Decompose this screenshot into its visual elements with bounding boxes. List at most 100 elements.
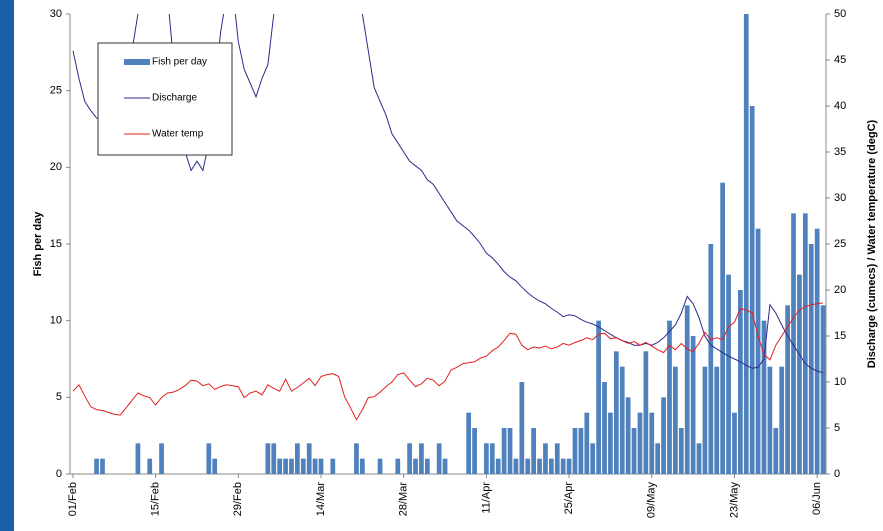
bar bbox=[507, 428, 513, 474]
y2-tick-label: 0 bbox=[834, 468, 840, 480]
bar bbox=[548, 458, 554, 474]
bar bbox=[489, 443, 495, 474]
legend-label: Fish per day bbox=[152, 57, 207, 68]
bar bbox=[554, 443, 560, 474]
bar bbox=[608, 412, 613, 474]
y2-tick-label: 10 bbox=[834, 376, 846, 388]
bar bbox=[619, 366, 625, 474]
legend-label: Water temp bbox=[152, 129, 204, 140]
bar bbox=[572, 428, 578, 474]
bar bbox=[761, 320, 767, 474]
bar bbox=[690, 336, 696, 474]
bar bbox=[661, 397, 666, 474]
bar bbox=[673, 366, 678, 474]
bar bbox=[566, 458, 572, 474]
bar bbox=[484, 443, 489, 474]
bar bbox=[649, 412, 655, 474]
bar bbox=[590, 443, 596, 474]
bar bbox=[708, 244, 714, 474]
bar bbox=[354, 443, 359, 474]
bar bbox=[767, 366, 773, 474]
y-tick-label: 25 bbox=[50, 85, 62, 97]
bar bbox=[135, 443, 141, 474]
bar bbox=[289, 458, 294, 474]
x-tick-label: 14/Mar bbox=[315, 482, 327, 517]
x-tick-label: 23/May bbox=[728, 482, 740, 519]
legend-swatch bbox=[124, 59, 150, 65]
bar bbox=[613, 351, 619, 474]
bar bbox=[820, 305, 826, 474]
bar bbox=[277, 458, 283, 474]
bar bbox=[472, 428, 477, 474]
bar bbox=[802, 213, 808, 475]
bar bbox=[560, 458, 566, 474]
bar bbox=[808, 244, 814, 474]
bar bbox=[519, 382, 525, 474]
line bbox=[72, 302, 824, 421]
bar bbox=[602, 382, 607, 474]
bar bbox=[206, 443, 212, 474]
bar bbox=[791, 213, 796, 475]
bar bbox=[625, 397, 631, 474]
bar bbox=[637, 412, 643, 474]
bar bbox=[330, 458, 336, 474]
y2-tick-label: 45 bbox=[834, 54, 846, 66]
bar bbox=[271, 443, 277, 474]
bar bbox=[318, 458, 324, 474]
bar bbox=[596, 320, 601, 474]
bar bbox=[300, 458, 306, 474]
bar bbox=[407, 443, 412, 474]
x-tick-label: 15/Feb bbox=[150, 482, 162, 516]
bar bbox=[147, 458, 153, 474]
bar bbox=[743, 14, 749, 474]
bar bbox=[578, 428, 584, 474]
y-tick-label: 20 bbox=[50, 161, 62, 173]
bar bbox=[655, 443, 661, 474]
y2-tick-label: 15 bbox=[834, 330, 846, 342]
bar bbox=[643, 351, 649, 474]
bar bbox=[212, 458, 218, 474]
y2-tick-label: 5 bbox=[834, 422, 840, 434]
y-tick-label: 15 bbox=[50, 238, 62, 250]
x-tick-label: 01/Feb bbox=[67, 482, 79, 516]
bar bbox=[537, 458, 542, 474]
bar bbox=[495, 458, 501, 474]
bar bbox=[466, 412, 472, 474]
bar bbox=[424, 458, 430, 474]
bar bbox=[696, 443, 702, 474]
bar bbox=[749, 106, 755, 474]
bar bbox=[584, 412, 590, 474]
legend-label: Discharge bbox=[152, 93, 197, 104]
bar bbox=[684, 305, 690, 474]
bar bbox=[631, 428, 637, 474]
bar bbox=[306, 443, 312, 474]
bar bbox=[737, 290, 743, 474]
y2-tick-label: 25 bbox=[834, 238, 846, 250]
bar bbox=[720, 182, 726, 474]
x-tick-label: 28/Mar bbox=[398, 482, 410, 517]
line bbox=[72, 14, 824, 374]
bar bbox=[359, 458, 365, 474]
y2-tick-label: 35 bbox=[834, 146, 846, 158]
bar bbox=[785, 305, 790, 474]
bar bbox=[513, 458, 519, 474]
y2-tick-label: 20 bbox=[834, 284, 846, 296]
bar bbox=[543, 443, 548, 474]
bar bbox=[726, 274, 731, 474]
bar bbox=[295, 443, 300, 474]
bar bbox=[797, 274, 802, 474]
bar bbox=[779, 366, 785, 474]
bar bbox=[159, 443, 164, 474]
y2-tick-label: 30 bbox=[834, 192, 846, 204]
y2-tick-label: 40 bbox=[834, 100, 846, 112]
bar bbox=[531, 428, 537, 474]
y2-tick-label: 50 bbox=[834, 8, 846, 20]
bar bbox=[501, 428, 507, 474]
bar bbox=[678, 428, 684, 474]
x-tick-label: 06/Jun bbox=[811, 482, 823, 515]
y-tick-label: 0 bbox=[56, 468, 62, 480]
bar bbox=[732, 412, 737, 474]
bar bbox=[395, 458, 401, 474]
